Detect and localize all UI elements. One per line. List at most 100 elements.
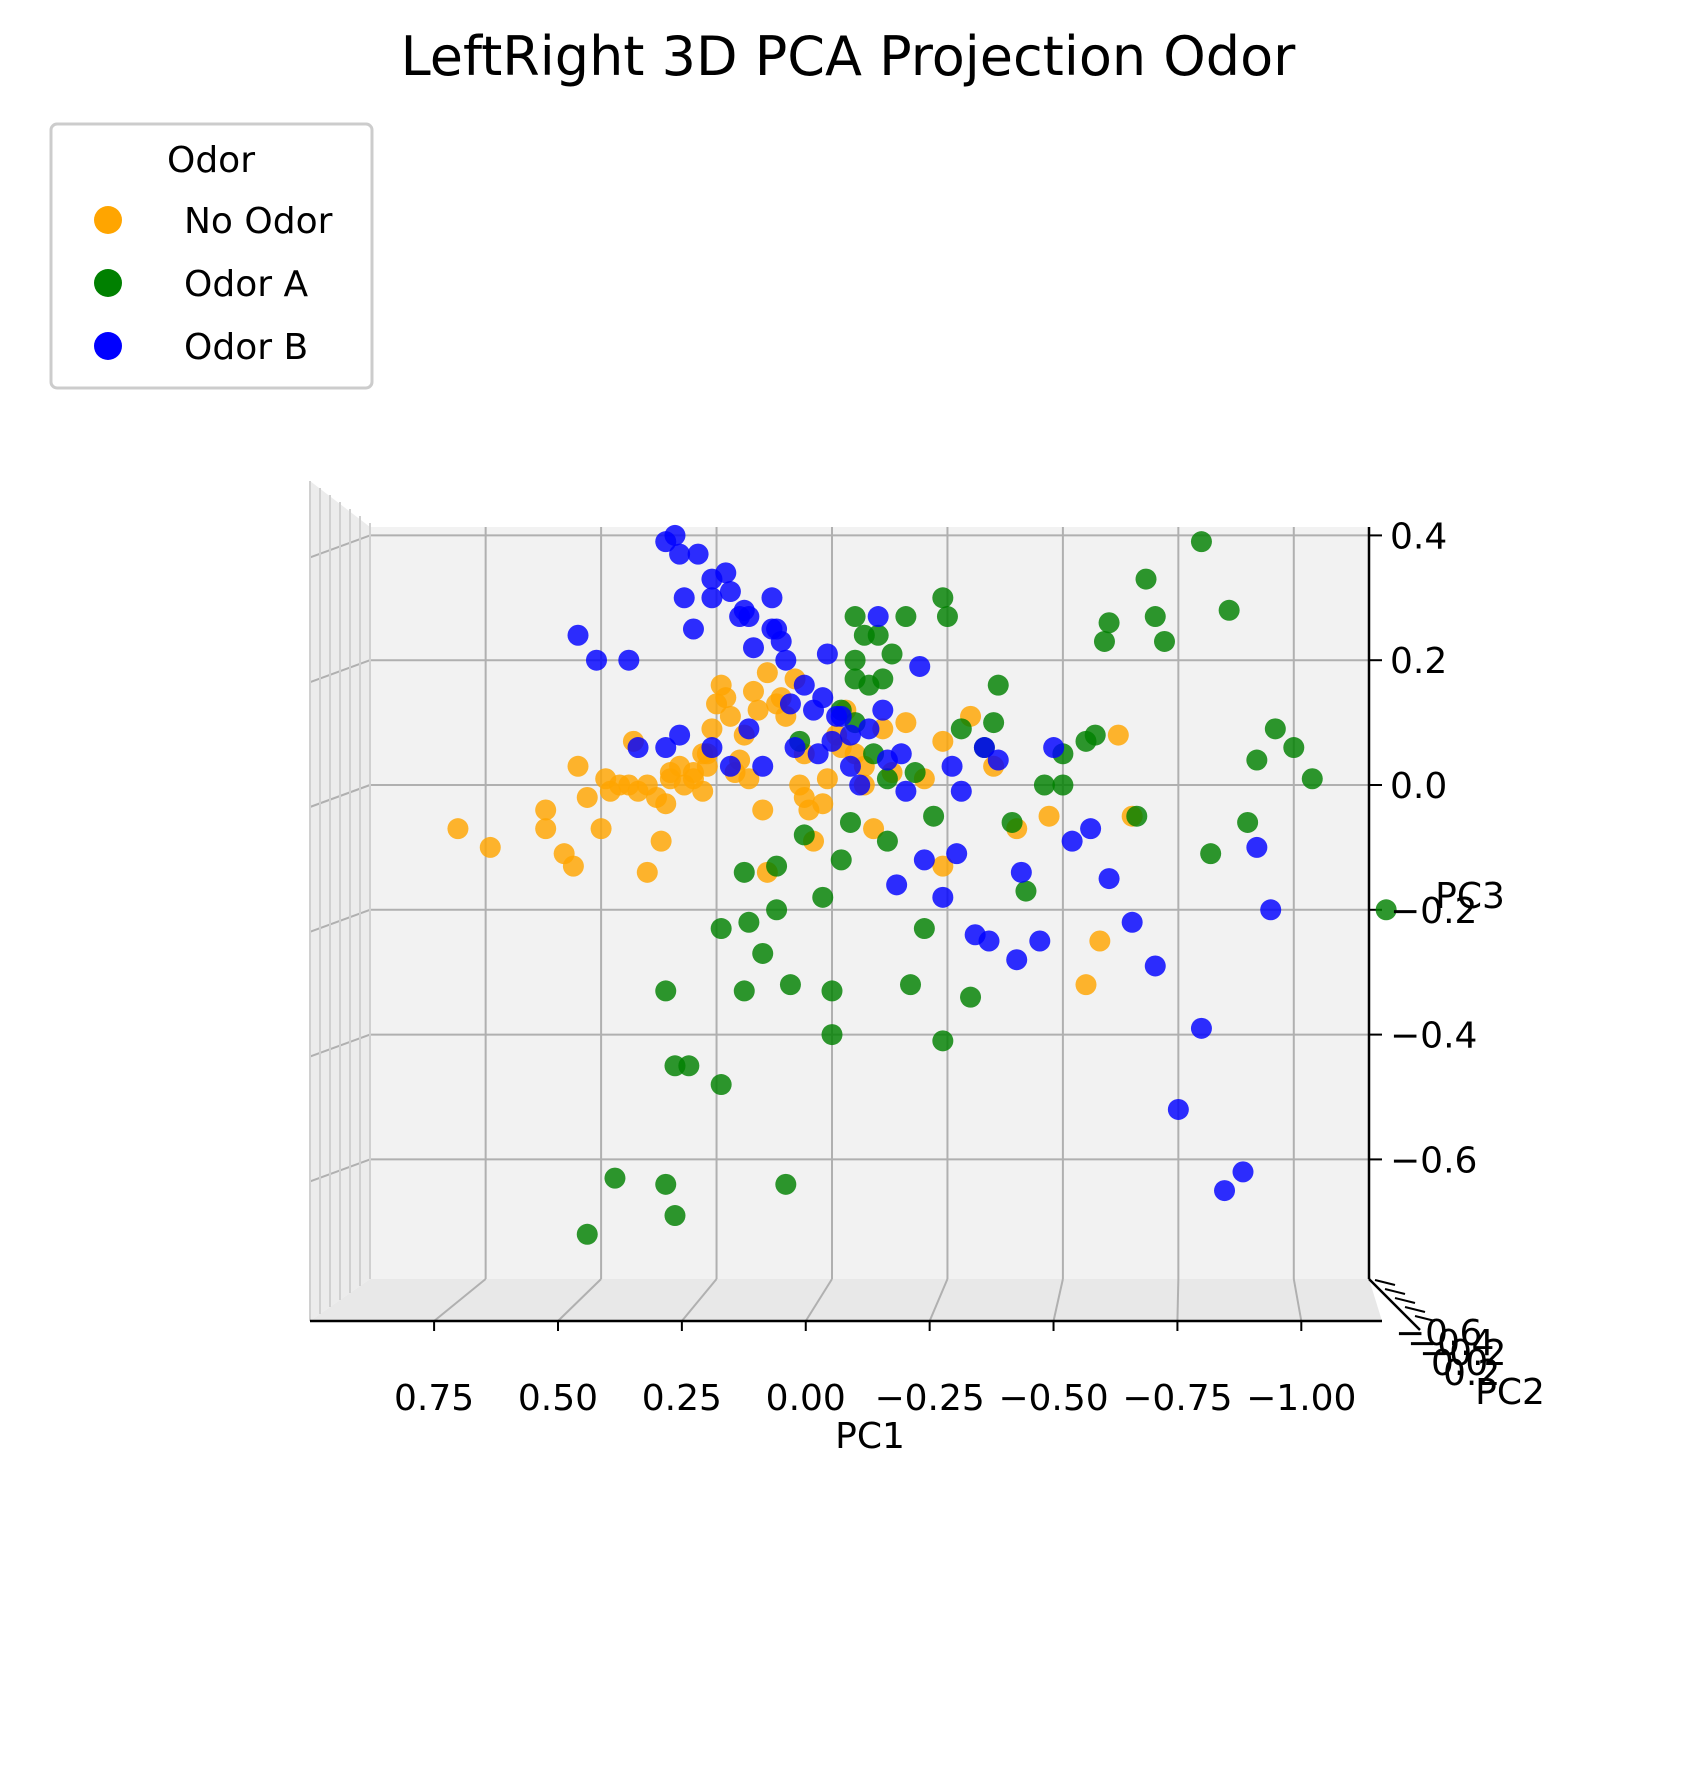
scatter-point [766,855,788,877]
scatter-point [950,780,972,802]
scatter-point [1015,880,1037,902]
scatter-point [890,743,912,765]
y-tick-mark [1404,1306,1426,1313]
scatter-point [775,1173,797,1195]
legend-box [49,122,374,390]
scatter-point [904,762,926,784]
scatter-point [738,606,760,628]
z-tick-label: −0.2 [1390,891,1477,932]
scatter-point [1098,612,1120,634]
x-axis-label: PC1 [835,1416,905,1457]
scatter-point [715,687,737,709]
legend-label: Odor B [184,327,308,368]
scatter-point [876,830,898,852]
z-tick-label: 0.2 [1390,641,1447,682]
scatter-points [447,524,1397,1245]
scatter-point [664,1205,686,1227]
scatter-point [923,805,945,827]
scatter-point [839,811,861,833]
scatter-point [761,587,783,609]
floor-grid-line [1176,1278,1180,1322]
scatter-point [1237,811,1259,833]
scatter-point [659,762,681,784]
scatter-point [567,624,589,646]
z-tick-label: 0.4 [1390,516,1447,557]
scatter-point [553,843,575,865]
z-axis-label: PC3 [1435,876,1505,917]
axis-lines [310,527,1436,1331]
scatter-point [821,730,843,752]
x-tick-label: −0.25 [874,1378,984,1419]
scatter-point [733,861,755,883]
scatter-point [585,649,607,671]
scatter-point [1010,861,1032,883]
scatter-point [844,606,866,628]
scatter-point [1043,737,1065,759]
scatter-point [1001,811,1023,833]
chart-title: LeftRight 3D PCA Projection Odor [401,25,1296,88]
scatter-point [812,687,834,709]
legend-marker [94,332,122,360]
y-tick-label: 0.2 [1443,1353,1500,1394]
scatter-point [766,899,788,921]
scatter-point [779,693,801,715]
scatter-point [1301,768,1323,790]
scatter-point [812,886,834,908]
y-tick-mark [1384,1288,1406,1295]
scatter-point [752,755,774,777]
scatter-point [1038,805,1060,827]
scatter-point [867,606,889,628]
scatter-point [895,606,917,628]
scatter-point [863,818,885,840]
scatter-point [447,818,469,840]
scatter-point [752,942,774,964]
scatter-point [650,830,672,852]
floor-grid-line [557,1278,602,1322]
scatter-point [983,712,1005,734]
scatter-point [932,886,954,908]
scatter-point [909,655,931,677]
y-tick-mark [1374,1279,1396,1286]
scatter-point [858,674,880,696]
scatter-point [812,793,834,815]
x-tick-label: −0.75 [1122,1378,1232,1419]
z-tick-label: −0.6 [1390,1140,1477,1181]
scatter-point [655,980,677,1002]
scatter-point [1190,1017,1212,1039]
scatter-point [687,543,709,565]
scatter-point [900,974,922,996]
z-tick-label: 0.0 [1390,766,1447,807]
scatter-point [1167,1098,1189,1120]
scatter-point [1260,899,1282,921]
x-tick-label: 0.25 [642,1378,722,1419]
scatter-point [733,980,755,1002]
scatter-point [742,680,764,702]
scatter-point [1080,818,1102,840]
scatter-point [1126,805,1148,827]
3d-axis-panes [310,481,1382,1321]
scatter-point [793,824,815,846]
floor-grid-line [433,1278,487,1322]
scatter-point [987,674,1009,696]
scatter-point [1135,568,1157,590]
scatter-point [701,587,723,609]
scatter-point [576,786,598,808]
scatter-point [895,712,917,734]
scatter-point [932,1030,954,1052]
scatter-point [636,861,658,883]
scatter-point [1144,955,1166,977]
legend-label: No Odor [184,201,333,242]
scatter-point [678,1055,700,1077]
scatter-point [1153,630,1175,652]
scatter-point [1283,737,1305,759]
scatter-point [655,1173,677,1195]
floor-grid-line [1292,1278,1303,1322]
scatter-point [1029,930,1051,952]
legend-marker [94,269,122,297]
scatter-point [826,705,848,727]
scatter-point [941,755,963,777]
scatter-point [932,587,954,609]
legend-title: Odor [167,140,255,181]
scatter-point [747,699,769,721]
